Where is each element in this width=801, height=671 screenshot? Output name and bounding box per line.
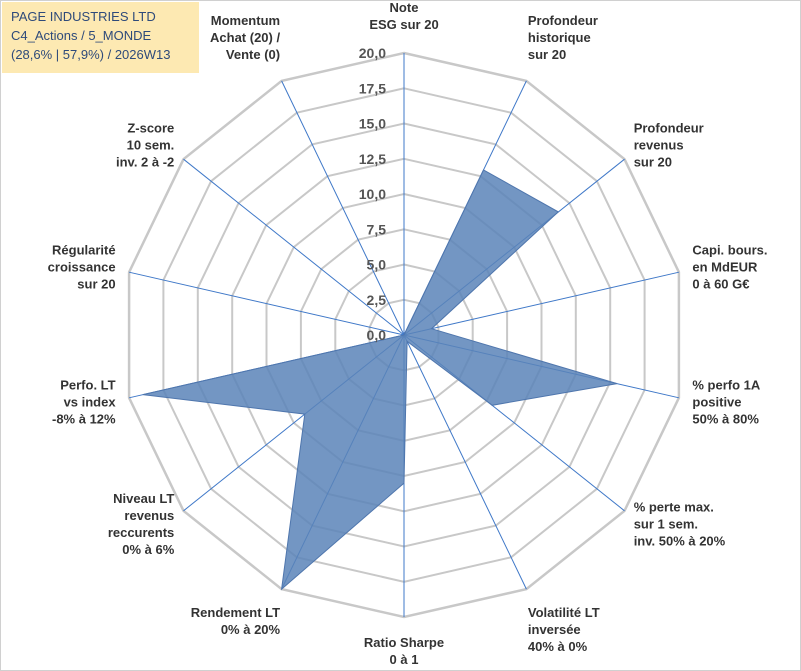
company-name: PAGE INDUSTRIES LTD <box>11 9 156 24</box>
axis-label-line: Profondeur <box>528 13 598 28</box>
axis-label-line: Vente (0) <box>226 47 280 62</box>
chart-header: PAGE INDUSTRIES LTD C4_Actions / 5_MONDE… <box>2 2 199 73</box>
spoke-13 <box>183 158 405 336</box>
axis-label-line: Profondeur <box>634 121 704 136</box>
tick-label: 15,0 <box>359 116 386 132</box>
axis-label-line: vs index <box>64 395 117 410</box>
axis-label-line: -8% à 12% <box>52 412 116 427</box>
axis-label-line: revenus <box>124 508 174 523</box>
spoke-4 <box>403 271 680 336</box>
axis-label-line: sur 20 <box>528 47 566 62</box>
radial-tick-labels: 0,0 2,5 5,0 7,5 10,0 12,5 15,0 17,5 20,0 <box>359 45 386 343</box>
tick-label: 10,0 <box>359 186 386 202</box>
axis-label-14: Momentum Achat (20) / Vente (0) <box>210 13 280 62</box>
axis-label-4: Capi. bours. en MdEUR 0 à 60 G€ <box>692 242 767 291</box>
axis-label-line: sur 20 <box>77 276 115 291</box>
tick-label: 7,5 <box>367 221 387 237</box>
tick-label: 12,5 <box>359 151 386 167</box>
axis-label-line: 40% à 0% <box>528 639 588 654</box>
axis-label-line: sur 1 sem. <box>634 517 698 532</box>
axis-label-line: 50% à 80% <box>692 412 759 427</box>
series-area <box>142 169 618 591</box>
axis-label-line: % perte max. <box>634 500 714 515</box>
axis-label-line: Achat (20) / <box>210 30 280 45</box>
spoke-12 <box>128 271 405 336</box>
axis-label-line: positive <box>692 395 741 410</box>
axis-label-line: 0 à 60 G€ <box>692 276 749 291</box>
tick-label: 0,0 <box>367 327 387 343</box>
axis-label-line: sur 20 <box>634 155 672 170</box>
axis-label-line: 10 sem. <box>127 138 175 153</box>
axis-label-line: croissance <box>48 259 116 274</box>
axis-label-13: Z-score 10 sem. inv. 2 à -2 <box>116 121 174 170</box>
axis-label-line: % perfo 1A <box>692 378 761 393</box>
axis-labels: Note ESG sur 20 Profondeur historique sur 20… <box>48 0 768 667</box>
axis-label-line: Ratio Sharpe <box>364 635 444 650</box>
axis-label-line: en MdEUR <box>692 259 758 274</box>
spoke-7 <box>403 334 527 590</box>
axis-label-9: Rendement LT 0% à 20% <box>191 605 281 637</box>
axis-label-line: reccurents <box>108 525 174 540</box>
tick-label: 5,0 <box>367 257 387 273</box>
axis-label-2: Profondeur historique sur 20 <box>528 13 598 62</box>
score-and-week: (28,6% | 57,9%) / 2026W13 <box>11 47 171 62</box>
radar-series <box>142 169 618 591</box>
axis-label-11: Perfo. LT vs index -8% à 12% <box>52 378 116 427</box>
axis-label-line: Perfo. LT <box>60 378 115 393</box>
axis-label-line: 0 à 1 <box>390 652 419 667</box>
category-path: C4_Actions / 5_MONDE <box>11 28 152 43</box>
axis-label-10: Niveau LT revenus reccurents 0% à 6% <box>108 491 175 557</box>
axis-label-line: Z-score <box>127 121 174 136</box>
tick-label: 20,0 <box>359 45 386 61</box>
axis-label-6: % perte max. sur 1 sem. inv. 50% à 20% <box>634 500 726 549</box>
tick-label: 2,5 <box>367 292 387 308</box>
axis-label-line: inv. 50% à 20% <box>634 534 726 549</box>
axis-label-line: Capi. bours. <box>692 242 767 257</box>
axis-label-line: 0% à 20% <box>221 622 281 637</box>
axis-label-line: Note <box>390 0 419 15</box>
axis-label-line: inversée <box>528 622 581 637</box>
axis-label-line: Rendement LT <box>191 605 280 620</box>
axis-label-line: 0% à 6% <box>122 542 174 557</box>
axis-label-1: Note ESG sur 20 <box>369 0 438 32</box>
axis-label-line: Volatilité LT <box>528 605 600 620</box>
axis-label-line: revenus <box>634 138 684 153</box>
axis-label-3: Profondeur revenus sur 20 <box>634 121 704 170</box>
axis-label-line: inv. 2 à -2 <box>116 155 174 170</box>
axis-label-7: Volatilité LT inversée 40% à 0% <box>528 605 600 654</box>
axis-label-line: historique <box>528 30 591 45</box>
axis-label-line: Niveau LT <box>113 491 174 506</box>
axis-label-5: % perfo 1A positive 50% à 80% <box>692 378 761 427</box>
tick-label: 17,5 <box>359 80 386 96</box>
axis-label-12: Régularité croissance sur 20 <box>48 242 116 291</box>
axis-label-line: ESG sur 20 <box>369 17 438 32</box>
axis-label-line: Momentum <box>211 13 280 28</box>
axis-label-8: Ratio Sharpe 0 à 1 <box>364 635 444 667</box>
axis-label-line: Régularité <box>52 242 116 257</box>
spoke-14 <box>281 80 405 336</box>
